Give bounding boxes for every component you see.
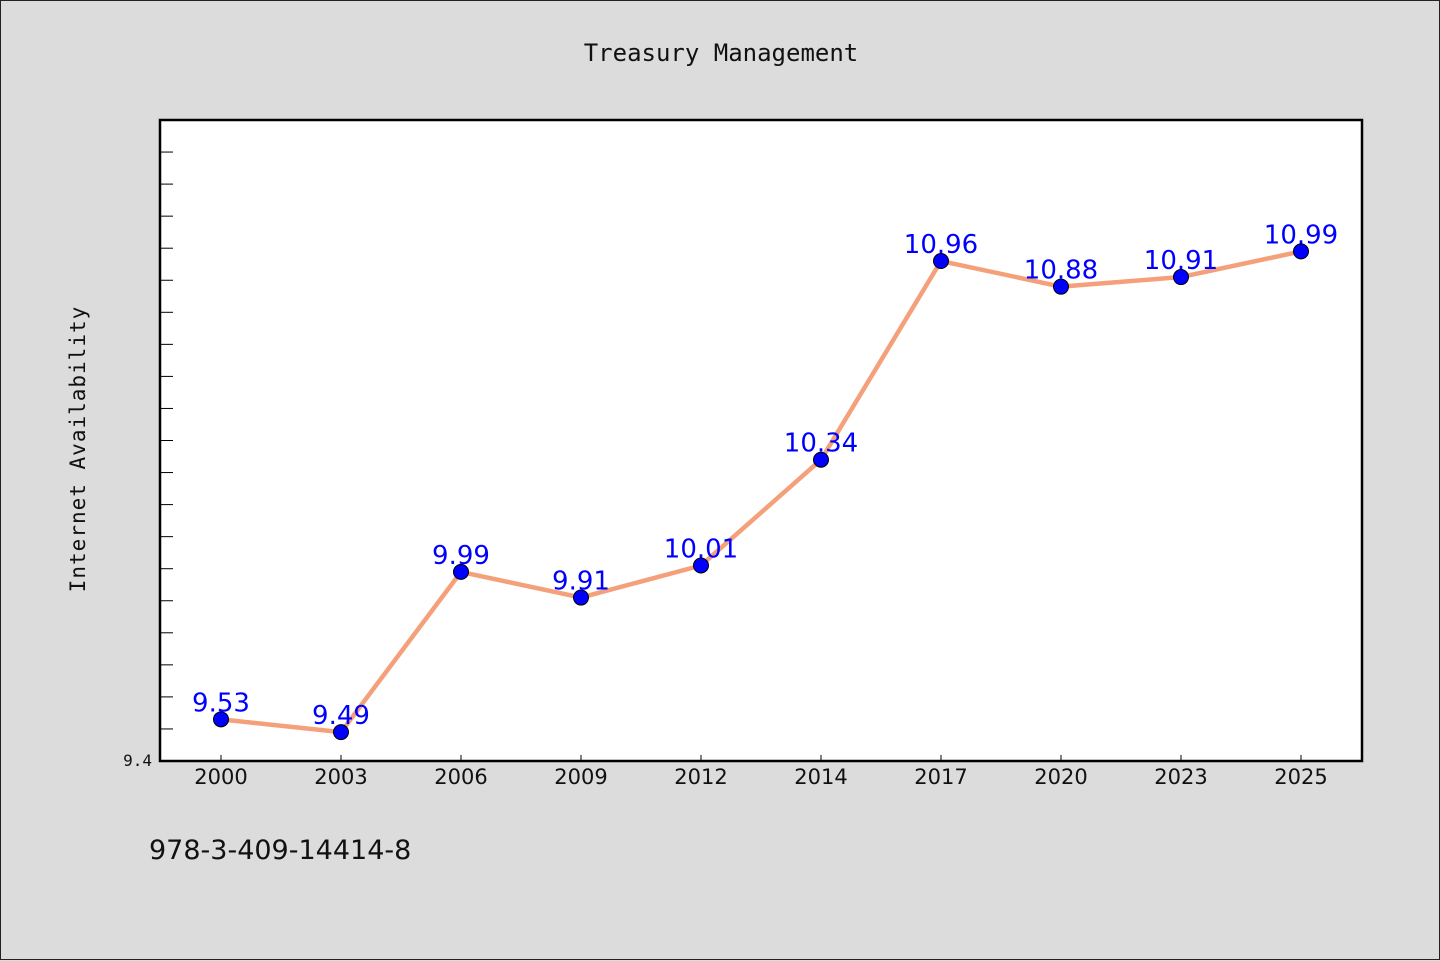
chart-title: Treasury Management [584, 39, 859, 67]
data-point [933, 253, 949, 270]
x-tick-label: 2009 [554, 765, 607, 789]
data-label: 10.88 [1024, 256, 1098, 286]
data-label: 9.91 [552, 567, 610, 597]
data-point [213, 711, 229, 728]
data-label: 9.99 [432, 541, 490, 571]
x-tick-label: 2020 [1034, 765, 1087, 789]
footnote-code: 978-3-409-14414-8 [149, 835, 412, 866]
y-axis-label: Internet Availability [66, 306, 90, 593]
data-point [1293, 243, 1309, 260]
data-label: 10.96 [904, 230, 978, 260]
x-tick-label: 2025 [1274, 765, 1327, 789]
x-tick-label: 2006 [434, 765, 487, 789]
x-tick-label: 2014 [794, 765, 847, 789]
data-label: 10.01 [664, 534, 738, 564]
y-axis-ticks: 9.4 [123, 151, 173, 770]
data-point [1173, 269, 1189, 286]
data-label: 10.91 [1144, 246, 1218, 276]
x-tick-label: 2017 [914, 765, 967, 789]
data-label: 10.99 [1264, 220, 1338, 250]
data-label: 10.34 [784, 429, 858, 459]
x-axis-ticks: 2000 2003 2006 2009 2012 2014 2017 2020 2023 2025 [194, 755, 1328, 789]
data-point [453, 563, 469, 580]
x-tick-label: 2012 [674, 765, 727, 789]
data-point [333, 724, 349, 741]
y-tick-label: 9.4 [123, 751, 152, 770]
x-tick-label: 2003 [314, 765, 367, 789]
data-point [1053, 278, 1069, 295]
data-label: 9.53 [192, 688, 250, 718]
plot-area [158, 118, 1364, 763]
x-tick-label: 2023 [1154, 765, 1207, 789]
data-label: 9.49 [312, 701, 370, 731]
x-tick-label: 2000 [194, 765, 247, 789]
data-point [573, 589, 589, 606]
series-line [220, 249, 1302, 735]
series-layer: 9.53 9.49 9.99 9.91 10.01 10.34 10.96 10.88 10.9… [192, 220, 1338, 741]
data-point [813, 451, 829, 468]
data-point [693, 557, 709, 574]
